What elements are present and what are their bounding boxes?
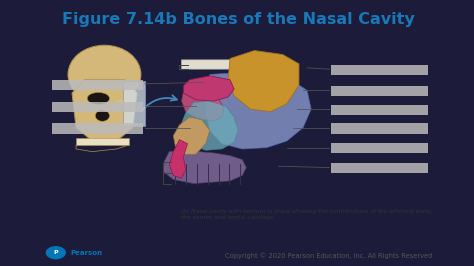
Text: P: P: [54, 250, 58, 255]
Circle shape: [46, 246, 66, 259]
Text: Figure 7.14b Bones of the Nasal Cavity: Figure 7.14b Bones of the Nasal Cavity: [62, 12, 415, 27]
Polygon shape: [173, 117, 210, 154]
Ellipse shape: [68, 45, 141, 104]
Ellipse shape: [115, 100, 131, 108]
Ellipse shape: [87, 93, 109, 104]
FancyBboxPatch shape: [330, 105, 428, 115]
FancyBboxPatch shape: [330, 86, 428, 96]
Ellipse shape: [95, 110, 109, 121]
Text: (b) Nasal cavity with septum in place showing the contributions of the ethmoid b: (b) Nasal cavity with septum in place sh…: [182, 209, 433, 221]
Polygon shape: [206, 72, 311, 149]
Text: Copyright © 2020 Pearson Education, Inc. All Rights Reserved: Copyright © 2020 Pearson Education, Inc.…: [225, 252, 433, 259]
Polygon shape: [182, 90, 224, 121]
FancyBboxPatch shape: [76, 138, 129, 145]
Text: Pearson: Pearson: [70, 250, 102, 256]
Polygon shape: [169, 140, 188, 178]
Polygon shape: [183, 76, 234, 101]
FancyBboxPatch shape: [123, 81, 145, 126]
FancyBboxPatch shape: [330, 143, 428, 153]
Polygon shape: [182, 60, 242, 69]
FancyBboxPatch shape: [330, 163, 428, 173]
Polygon shape: [182, 101, 238, 150]
FancyBboxPatch shape: [52, 123, 143, 134]
Polygon shape: [72, 80, 137, 141]
FancyBboxPatch shape: [52, 102, 143, 112]
FancyBboxPatch shape: [330, 123, 428, 134]
FancyBboxPatch shape: [52, 80, 143, 90]
Polygon shape: [228, 51, 299, 112]
FancyBboxPatch shape: [330, 65, 428, 75]
Polygon shape: [163, 150, 246, 184]
